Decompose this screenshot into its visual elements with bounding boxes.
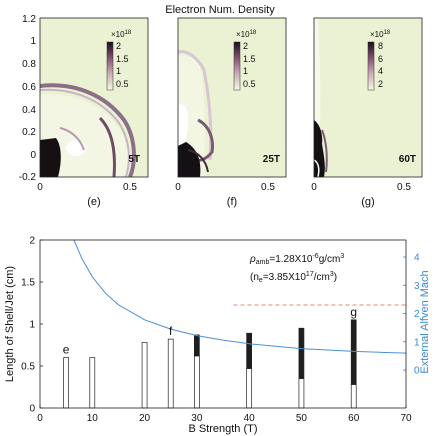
x-tick-label: 10	[87, 413, 99, 424]
shell-bar	[350, 384, 357, 409]
y-tick-label: 0	[29, 404, 35, 415]
figure-title: Electron Num. Density	[165, 4, 275, 16]
shell-bar	[194, 355, 200, 409]
colorbar-f-tick-0: 2	[243, 41, 248, 51]
top-y-tick: 0.6	[22, 82, 36, 93]
y2-tick-label: 4	[414, 252, 420, 263]
y-tick-label: 2	[29, 236, 35, 247]
colorbar-e-tick-1: 1.5	[116, 54, 129, 64]
colorbar-g-tick-0: 8	[378, 41, 383, 51]
panel-f-caption: (f)	[227, 196, 237, 208]
top-x-tick: 0.5	[397, 182, 411, 193]
top-x-tick: 0	[311, 182, 317, 193]
top-y-tick: 1	[30, 36, 36, 47]
panel-f: ×1018 2 1.5 1 0.5 25T (f)	[177, 17, 287, 208]
panel-f-label: 25T	[263, 154, 280, 165]
shell-bar	[89, 357, 96, 409]
colorbar-e-tick-2: 1	[116, 66, 121, 76]
bars-layer	[63, 319, 357, 409]
ne-annotation: (ne=3.85X1017/cm3)	[250, 271, 337, 284]
x-tick-label: 20	[139, 413, 151, 424]
top-y-tick: 0.8	[22, 59, 36, 70]
bar-labels-layer: e f g	[63, 305, 357, 357]
panel-g: ×1018 8 6 4 2 60T (g)	[313, 17, 423, 208]
colorbar-e-exp: 18	[125, 30, 132, 36]
jet-bar	[194, 334, 200, 357]
panel-g-caption: (g)	[361, 196, 374, 208]
y2-tick-label: 3	[414, 281, 420, 292]
panel-e-caption: (e)	[87, 196, 100, 208]
colorbar-g-exp: 18	[384, 30, 391, 36]
colorbar-g-tick-2: 4	[378, 66, 383, 76]
panel-e-density-map	[40, 83, 136, 177]
y-axis-label: Length of Shell/Jet (cm)	[4, 266, 16, 382]
bar-label: e	[63, 343, 70, 357]
panel-e-label: 5T	[128, 154, 140, 165]
panel-g-label: 60T	[399, 154, 416, 165]
colorbar-g-tick-3: 2	[378, 79, 383, 89]
x-tick-label: 70	[400, 413, 412, 424]
y2-tick-label: 0	[414, 366, 420, 377]
chart-frame	[39, 239, 407, 409]
y-tick-label: 0.5	[21, 362, 35, 373]
top-y-tick: -0.2	[19, 172, 37, 183]
shell-bar	[298, 378, 305, 409]
colorbar-e-tick-0: 2	[116, 41, 121, 51]
top-y-tick: 1.2	[22, 14, 36, 25]
colorbar-g	[367, 41, 375, 91]
x-tick-label: 0	[37, 413, 43, 424]
shell-bar	[141, 342, 148, 409]
svg-text:×1018: ×1018	[236, 30, 257, 39]
bar-label: f	[169, 324, 173, 338]
x-tick-label: 40	[244, 413, 256, 424]
top-y-axis: 1.2 1 0.8 0.6 0.4 0.2 0 -0.2	[19, 14, 37, 183]
shell-bar	[246, 368, 252, 409]
shell-bar	[63, 357, 69, 409]
colorbar-f-tick-3: 0.5	[243, 79, 256, 89]
svg-text:×1018: ×1018	[111, 30, 132, 39]
colorbar-e	[106, 41, 114, 91]
shell-bar	[167, 338, 174, 409]
top-x-tick: 0	[175, 182, 181, 193]
colorbar-f-tick-2: 1	[243, 66, 248, 76]
colorbar-f-scale: ×10	[236, 30, 250, 39]
panel-e: ×1018 2 1.5 1 0.5 5T (e)	[39, 17, 149, 208]
svg-text:×1018: ×1018	[370, 30, 391, 39]
jet-bar	[246, 332, 252, 369]
colorbar-e-scale: ×10	[111, 30, 125, 39]
top-x-axis: 0 0.5 0 0.5 0 0.5	[37, 182, 411, 193]
top-x-tick: 0.5	[261, 182, 275, 193]
colorbar-f	[233, 41, 241, 91]
rho-annotation: ρamb=1.28X10-6g/cm3	[249, 253, 344, 266]
bar-label: g	[350, 305, 357, 319]
y2-tick-label: 2	[414, 309, 420, 320]
x-tick-label: 60	[348, 413, 360, 424]
colorbar-f-tick-1: 1.5	[243, 54, 256, 64]
colorbar-f-exp: 18	[250, 30, 257, 36]
jet-bar	[350, 319, 357, 385]
mach-curve	[73, 239, 407, 354]
y-tick-label: 1.5	[21, 278, 35, 289]
top-y-tick: 0.2	[22, 127, 36, 138]
top-y-tick: 0.4	[22, 105, 36, 116]
x-tick-label: 50	[296, 413, 308, 424]
colorbar-e-tick-3: 0.5	[116, 79, 129, 89]
colorbar-g-scale: ×10	[370, 30, 384, 39]
y2-axis-label: External Alfven Mach	[419, 270, 431, 373]
top-y-tick: 0	[30, 150, 36, 161]
y-tick-label: 1	[29, 320, 35, 331]
curves-layer	[73, 239, 407, 354]
panel-f-density-map	[178, 50, 214, 177]
x-tick-label: 30	[191, 413, 203, 424]
jet-bar	[298, 327, 305, 379]
panel-g-density-map	[314, 18, 328, 177]
top-x-tick: 0.5	[123, 182, 137, 193]
y2-tick-label: 1	[414, 337, 420, 348]
colorbar-g-tick-1: 6	[378, 54, 383, 64]
top-x-tick: 0	[37, 182, 43, 193]
x-axis-label: B Strength (T)	[188, 423, 257, 435]
